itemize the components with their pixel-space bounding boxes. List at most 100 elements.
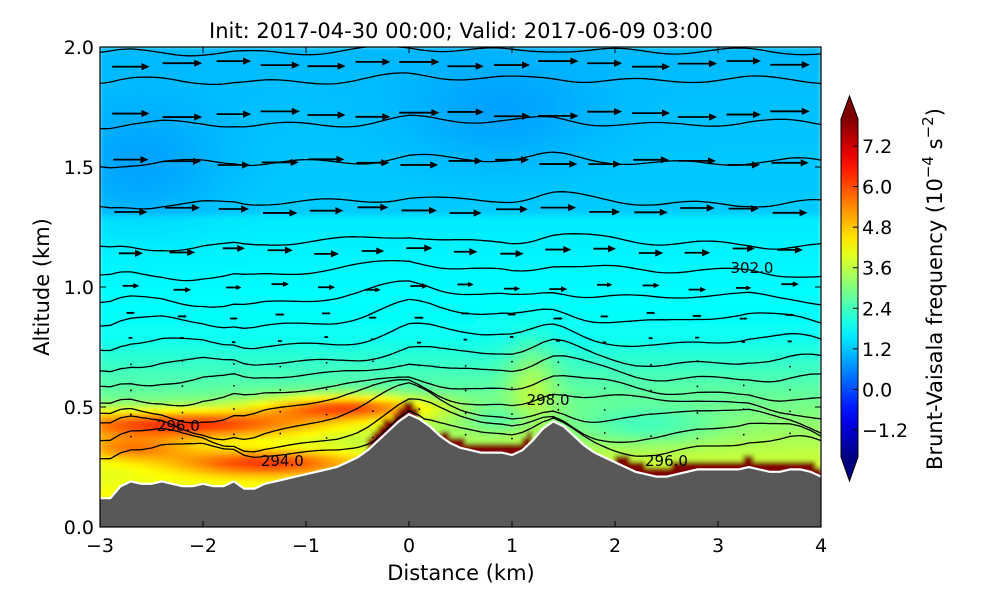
wind-arrow (696, 437, 699, 440)
wind-arrow (770, 107, 810, 115)
wind-arrow (789, 365, 791, 368)
wind-arrow (638, 249, 664, 257)
wind-arrow (164, 204, 200, 212)
wind-arrow (742, 408, 745, 410)
isentrope-line (100, 259, 821, 282)
wind-arrow (633, 156, 669, 164)
isentrope-line (100, 322, 821, 352)
wind-arrow (587, 108, 623, 116)
x-tick-label: 2 (609, 535, 621, 557)
wind-arrow (588, 160, 622, 168)
wind-arrow (587, 59, 623, 67)
colorbar-tick-label: 1.2 (862, 339, 892, 361)
x-axis-label: Distance (km) (387, 561, 535, 585)
wind-arrow (399, 58, 440, 66)
wind-arrow (130, 389, 132, 392)
wind-arrow (271, 281, 289, 287)
wind-arrow (325, 388, 328, 391)
x-tick-label: 1 (506, 535, 518, 557)
wind-arrow (307, 62, 346, 70)
y-tick-label: 1.0 (64, 277, 94, 299)
wind-arrow (553, 317, 564, 321)
wind-arrow (680, 204, 715, 212)
wind-arrow (650, 413, 652, 416)
wind-arrow (549, 286, 568, 292)
wind-arrow (634, 208, 668, 216)
wind-arrow (261, 158, 299, 167)
wind-arrow (726, 57, 761, 65)
x-tick-label: 4 (815, 535, 827, 557)
wind-arrow (772, 209, 808, 217)
isentrope-line (100, 151, 821, 169)
wind-arrow (678, 157, 716, 165)
wind-arrow (696, 385, 699, 388)
wind-arrow (122, 283, 140, 289)
wind-arrow (770, 61, 810, 69)
wind-arrow (130, 363, 132, 366)
wind-arrow (557, 408, 560, 411)
colorbar-tick-label: −1.2 (862, 420, 908, 442)
wind-arrow (742, 433, 745, 436)
wind-arrow (279, 432, 282, 435)
wind-arrow (229, 317, 238, 320)
wind-arrow (314, 250, 339, 258)
plot-area: 296.0 294.0 298.0 296.0 302.0 (100, 47, 821, 527)
stability-field (100, 47, 821, 527)
wind-arrow (361, 247, 385, 255)
wind-arrow (457, 281, 474, 287)
wind-arrow (507, 313, 517, 316)
wind-arrow (453, 248, 478, 256)
wind-arrow (777, 246, 803, 254)
isentrope-line (100, 47, 821, 57)
isentrope-line (100, 233, 821, 252)
wind-arrow (173, 286, 192, 293)
isentrope-line (100, 382, 821, 441)
isentrope-line (100, 379, 821, 424)
wind-arrow (557, 384, 560, 386)
wind-arrow (226, 285, 242, 290)
wind-arrow (181, 437, 184, 440)
wind-arrow (726, 110, 761, 119)
colorbar-tick-label: 2.4 (862, 298, 892, 320)
wind-arrow (677, 59, 718, 68)
wind-arrow (545, 245, 572, 254)
wind-arrow (736, 285, 752, 291)
wind-arrow (113, 156, 149, 164)
wind-arrow (787, 340, 793, 343)
wind-arrow (233, 384, 235, 387)
wind-arrow (646, 311, 656, 315)
isentrope-contours (100, 47, 821, 460)
wind-arrow (275, 313, 285, 316)
wind-arrow (162, 113, 203, 121)
wind-arrow (593, 245, 616, 253)
contour-label: 298.0 (527, 391, 570, 409)
wind-arrow (260, 61, 300, 69)
isentrope-line (100, 191, 821, 210)
colorbar-tick-label: 6.0 (862, 177, 892, 199)
isentrope-line (100, 338, 821, 373)
wind-arrow (406, 244, 433, 252)
wind-arrow (688, 286, 707, 293)
wind-arrow (308, 155, 345, 163)
wind-arrow (260, 107, 300, 115)
wind-arrow (114, 208, 148, 216)
wind-arrow (602, 341, 607, 344)
wind-vectors (112, 57, 810, 440)
wind-arrow (399, 109, 440, 117)
wind-arrow (511, 437, 513, 440)
wind-arrow (789, 410, 791, 413)
isentrope-line (100, 398, 821, 453)
wind-arrow (648, 337, 654, 340)
wind-arrow (372, 384, 374, 387)
wind-arrow (538, 112, 579, 120)
wind-arrow (728, 205, 759, 213)
wind-arrow (418, 408, 421, 411)
wind-arrow (464, 389, 467, 392)
wind-arrow (181, 385, 184, 387)
wind-arrow (684, 249, 711, 257)
colorbar-tick-label: 0.0 (862, 379, 892, 401)
isentrope-line (100, 114, 821, 130)
wind-arrow (322, 311, 332, 315)
colorbar: −1.2 0.0 1.2 2.4 3.6 4.8 6.0 7.2 Brunt-Vaisala … (840, 94, 947, 483)
wind-arrow (642, 282, 660, 289)
